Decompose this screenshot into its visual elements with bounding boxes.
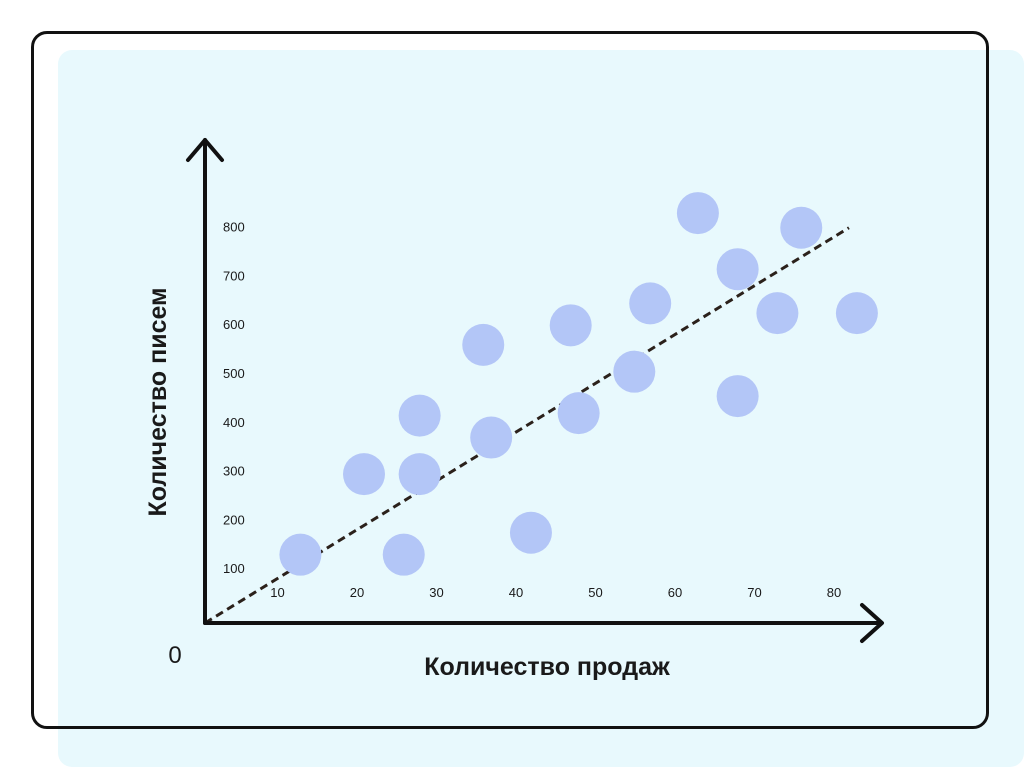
x-tick-label: 30 (429, 585, 443, 600)
scatter-point (549, 304, 592, 347)
scatter-point (676, 192, 719, 235)
trendline-layer (204, 226, 850, 625)
chart-background (58, 50, 1024, 767)
scatter-point (279, 533, 322, 576)
points-layer (279, 192, 878, 576)
scatter-point (398, 453, 441, 496)
y-tick-label: 700 (223, 268, 245, 283)
scatter-point (780, 206, 823, 249)
x-tick-label: 20 (350, 585, 364, 600)
y-tick-label: 500 (223, 366, 245, 381)
scatter-point (613, 350, 656, 393)
y-tick-label: 300 (223, 464, 245, 479)
axes-layer (186, 138, 884, 643)
trendline (204, 226, 850, 625)
y-tick-label: 600 (223, 317, 245, 332)
scatter-point (716, 375, 759, 418)
scatter-point (470, 416, 513, 459)
scatter-point (462, 323, 505, 366)
ticks-layer: 10 20 30 40 50 60 70 80 100 200 300 400 500 600 700 800 (223, 220, 841, 600)
x-tick-label: 10 (270, 585, 284, 600)
origin-label: 0 (168, 642, 181, 669)
y-tick-label: 400 (223, 415, 245, 430)
scatter-point (756, 292, 799, 335)
chart-frame (31, 31, 989, 729)
scatter-point (382, 533, 425, 576)
x-tick-label: 70 (747, 585, 761, 600)
scatter-point (557, 392, 600, 435)
scatter-point (398, 394, 441, 437)
x-axis-title: Количество продаж (424, 653, 670, 681)
x-axis-arrow (860, 603, 884, 643)
x-tick-label: 80 (827, 585, 841, 600)
y-tick-label: 200 (223, 512, 245, 527)
scatter-point (629, 282, 672, 325)
scatter-point (343, 453, 385, 496)
scatter-point (835, 292, 878, 335)
x-tick-label: 60 (668, 585, 682, 600)
x-tick-label: 40 (509, 585, 523, 600)
scatter-point (716, 248, 759, 291)
y-axis-arrow (186, 138, 224, 162)
scatter-point (509, 511, 552, 554)
y-axis-title: Количество писем (144, 287, 172, 516)
y-tick-label: 800 (223, 220, 245, 235)
y-tick-label: 100 (223, 561, 245, 576)
x-tick-label: 50 (588, 585, 602, 600)
